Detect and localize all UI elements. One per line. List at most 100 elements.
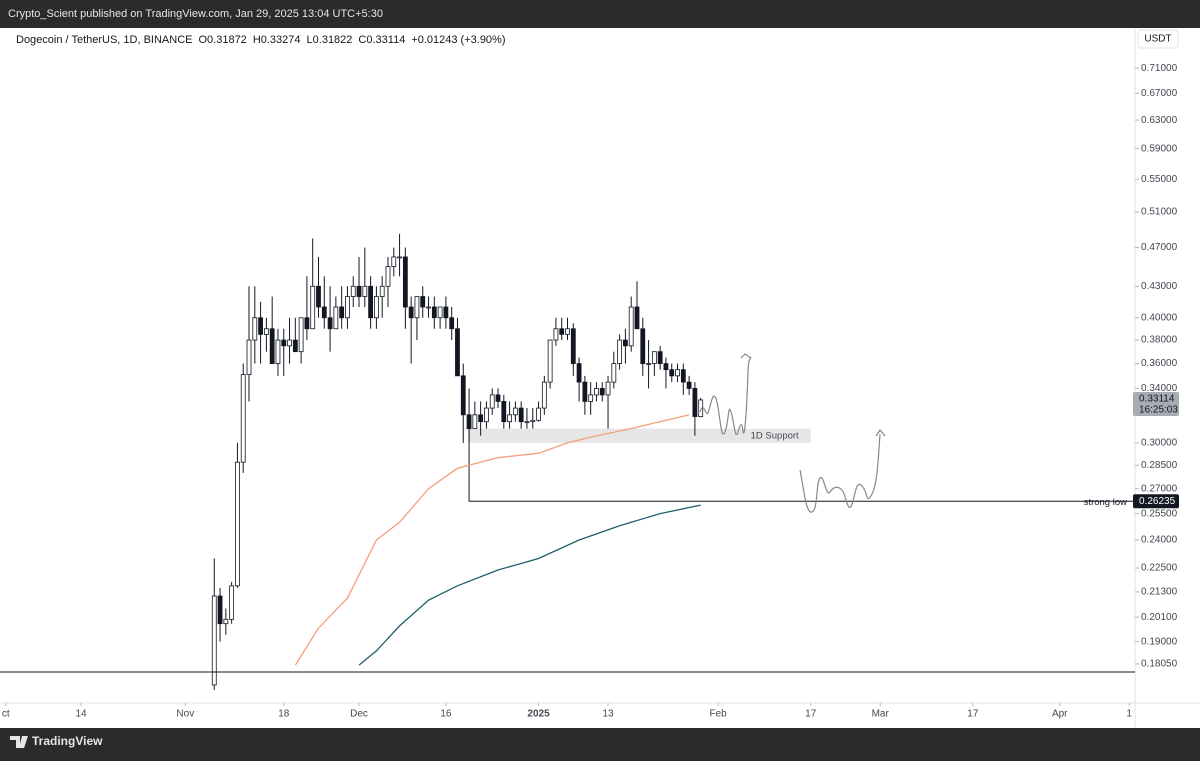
countdown-label: 16:25:03: [1139, 405, 1178, 416]
y-tick-label: 0.22500: [1141, 563, 1178, 574]
candle-body: [333, 306, 339, 330]
ohlc-value: O0.31872: [198, 34, 246, 46]
x-tick-label: Apr: [1052, 709, 1068, 720]
x-tick-label: Mar: [872, 709, 890, 720]
candle-body: [472, 414, 478, 430]
x-tick-label: ct: [2, 709, 10, 720]
last-price-tag: [1133, 391, 1179, 416]
candle-body: [669, 369, 675, 377]
candle-body: [634, 306, 640, 330]
ohlc-value: C0.33114: [358, 34, 405, 46]
candle-body: [246, 339, 252, 375]
candle-body: [362, 285, 368, 297]
candle-body: [640, 328, 646, 364]
candle-body: [680, 369, 686, 383]
candle-body: [651, 351, 657, 364]
y-tick-label: 0.71000: [1141, 63, 1178, 74]
candle-body: [345, 296, 350, 319]
candle-body: [431, 306, 437, 319]
y-tick-label: 0.18050: [1141, 659, 1178, 670]
candle-body: [211, 595, 217, 686]
y-tick-label: 0.59000: [1141, 143, 1178, 154]
ohlc-value: L0.31822: [307, 34, 353, 46]
candle-body: [263, 328, 269, 335]
support-label: 1D Support: [751, 430, 799, 441]
candle-body: [402, 256, 408, 308]
y-tick-label: 0.20100: [1141, 612, 1178, 623]
candle-body: [594, 388, 599, 396]
candle-body: [437, 306, 443, 319]
y-tick-label: 0.28500: [1141, 460, 1178, 471]
y-tick-label: 0.55000: [1141, 174, 1178, 185]
ohlc-value: H0.33274: [253, 34, 301, 46]
candle-body: [646, 363, 651, 365]
currency-button[interactable]: [1137, 29, 1179, 49]
strong-low-tag: [1133, 494, 1179, 509]
candle-body: [663, 363, 669, 371]
candle-body: [565, 328, 570, 335]
x-tick-label: 1: [1126, 709, 1132, 720]
y-tick-label: 0.43000: [1141, 281, 1178, 292]
candle-body: [507, 414, 512, 423]
x-tick-label: Nov: [176, 709, 194, 720]
candle-body: [518, 407, 524, 423]
x-tick-label: 17: [967, 709, 979, 720]
footer-brand: TradingView: [32, 734, 103, 748]
candle-body: [524, 421, 530, 424]
brand-logo: [10, 736, 28, 748]
candle-body: [240, 374, 246, 463]
candle-body: [426, 306, 431, 309]
top-bar: [0, 0, 1200, 28]
x-tick-label: 16: [440, 709, 452, 720]
candle-body: [547, 339, 553, 383]
x-tick-label: Dec: [350, 709, 368, 720]
y-tick-label: 0.40000: [1141, 312, 1178, 323]
chart-area: [0, 28, 1200, 728]
candle-body: [570, 328, 576, 364]
candle-body: [553, 328, 559, 341]
x-tick-label: 17: [805, 709, 817, 720]
y-tick-label: 0.47000: [1141, 242, 1178, 253]
candle-body: [495, 394, 501, 402]
candle-body: [321, 306, 327, 319]
candle-body: [588, 394, 594, 402]
strong-low-tag-label: 0.26235: [1139, 496, 1176, 507]
candle-body: [617, 339, 623, 364]
currency-label: USDT: [1144, 34, 1171, 45]
candle-body: [397, 256, 402, 259]
candle-body: [298, 317, 304, 353]
y-tick-label: 0.30000: [1141, 438, 1178, 449]
candle-body: [460, 375, 466, 416]
candle-body: [304, 317, 310, 330]
candle-body: [536, 407, 541, 421]
candle-body: [541, 381, 547, 409]
candle-body: [686, 381, 692, 389]
candle-body: [675, 369, 680, 377]
candle-body: [258, 317, 263, 335]
candle-body: [449, 317, 455, 330]
y-tick-label: 0.36000: [1141, 358, 1178, 369]
candle-body: [235, 461, 240, 587]
projection-sketch: [699, 353, 752, 435]
projection-sketch: [799, 428, 886, 513]
indicator-line: [358, 504, 701, 666]
candle-body: [466, 414, 472, 430]
candle-body: [484, 407, 489, 423]
candle-body: [692, 388, 698, 417]
symbol: Dogecoin / TetherUS, 1D, BINANCE: [16, 34, 192, 46]
last-price-label: 0.33114: [1139, 394, 1175, 405]
candle-body: [489, 394, 495, 409]
candle-body: [350, 285, 356, 297]
candle-body: [623, 339, 628, 347]
candle-body: [229, 585, 235, 620]
candle-body: [281, 339, 287, 347]
candle-body: [599, 388, 605, 396]
candle-body: [605, 381, 611, 396]
publish-line: Crypto_Scient published on TradingView.c…: [8, 8, 383, 20]
y-tick-label: 0.51000: [1141, 207, 1178, 218]
candle-body: [478, 414, 484, 423]
candle-body: [287, 339, 292, 347]
x-tick-label: Feb: [709, 709, 727, 720]
